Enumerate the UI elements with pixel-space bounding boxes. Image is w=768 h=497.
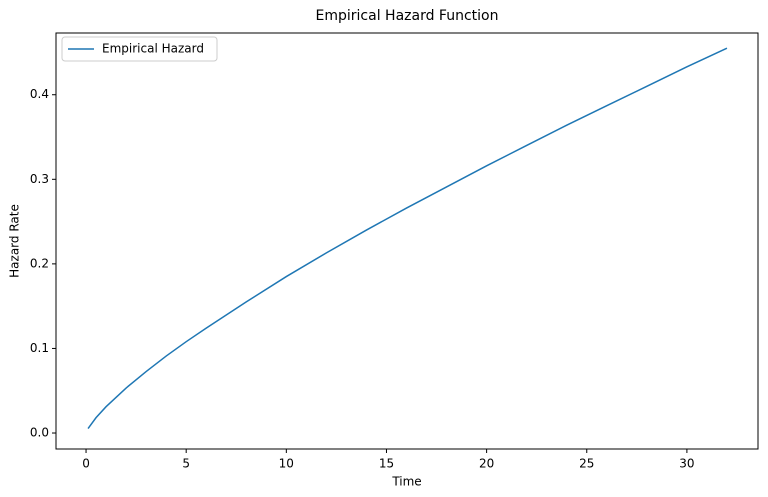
x-tick-label: 30 [679, 457, 694, 471]
y-tick-label: 0.2 [30, 256, 49, 270]
y-tick-label: 0.0 [30, 426, 49, 440]
x-tick-label: 20 [479, 457, 494, 471]
y-tick-label: 0.3 [30, 172, 49, 186]
x-tick-label: 0 [82, 457, 90, 471]
x-axis-label: Time [391, 475, 421, 489]
x-tick-label: 5 [182, 457, 190, 471]
x-tick-label: 15 [379, 457, 394, 471]
legend-box [61, 36, 218, 62]
legend-label: Empirical Hazard [102, 42, 204, 56]
x-tick-label: 25 [579, 457, 594, 471]
x-tick-label: 10 [279, 457, 294, 471]
y-tick-label: 0.1 [30, 341, 49, 355]
line-series [87, 47, 728, 430]
y-axis-label: Hazard Rate [8, 204, 22, 278]
chart-title: Empirical Hazard Function [316, 8, 499, 24]
plot-frame [55, 32, 759, 450]
y-tick-label: 0.4 [30, 87, 49, 101]
